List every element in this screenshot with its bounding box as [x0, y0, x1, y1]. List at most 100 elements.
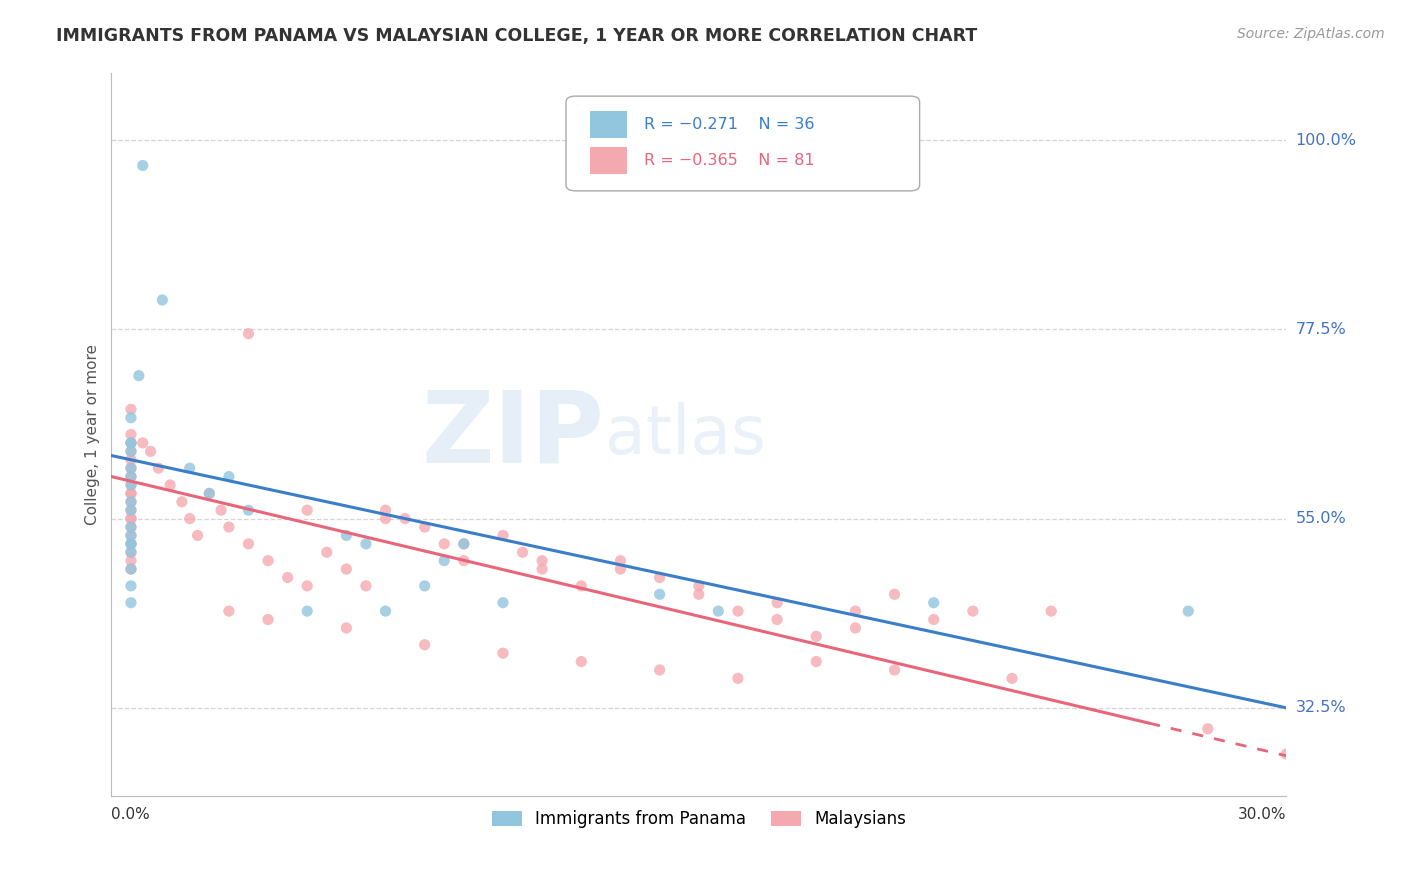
- Point: [374, 604, 396, 618]
- Text: 55.0%: 55.0%: [1295, 511, 1347, 526]
- Point: [883, 663, 905, 677]
- Point: [120, 444, 142, 458]
- Point: [120, 528, 142, 542]
- Point: [120, 436, 142, 450]
- Point: [1177, 604, 1199, 618]
- Point: [120, 503, 142, 517]
- Point: [492, 646, 515, 660]
- Point: [128, 368, 150, 383]
- Point: [120, 486, 142, 500]
- Point: [569, 655, 592, 669]
- Point: [120, 486, 142, 500]
- Point: [648, 570, 671, 584]
- Point: [120, 545, 142, 559]
- Point: [413, 638, 436, 652]
- Point: [209, 503, 232, 517]
- Point: [922, 613, 945, 627]
- Point: [433, 554, 456, 568]
- Point: [179, 511, 201, 525]
- Point: [453, 537, 475, 551]
- Point: [238, 326, 260, 341]
- Point: [295, 604, 318, 618]
- Point: [335, 528, 357, 542]
- Point: [120, 469, 142, 483]
- Point: [198, 486, 221, 500]
- Point: [132, 159, 155, 173]
- Point: [120, 511, 142, 525]
- Point: [150, 293, 173, 307]
- Point: [120, 495, 142, 509]
- Point: [883, 587, 905, 601]
- Point: [120, 562, 142, 576]
- Point: [120, 537, 142, 551]
- Point: [531, 554, 554, 568]
- Point: [120, 469, 142, 483]
- Point: [120, 410, 142, 425]
- Text: 0.0%: 0.0%: [111, 807, 150, 822]
- Point: [569, 579, 592, 593]
- Point: [374, 511, 396, 525]
- Point: [120, 537, 142, 551]
- Point: [648, 587, 671, 601]
- Point: [120, 579, 142, 593]
- Point: [198, 486, 221, 500]
- Point: [170, 495, 193, 509]
- Point: [707, 604, 730, 618]
- Text: R = −0.271    N = 36: R = −0.271 N = 36: [644, 117, 814, 132]
- Point: [806, 655, 828, 669]
- Text: ZIP: ZIP: [422, 386, 605, 483]
- Point: [374, 503, 396, 517]
- Point: [394, 511, 416, 525]
- Point: [922, 596, 945, 610]
- Point: [453, 554, 475, 568]
- Point: [257, 554, 280, 568]
- Text: 30.0%: 30.0%: [1237, 807, 1286, 822]
- Point: [295, 503, 318, 517]
- Point: [335, 621, 357, 635]
- Point: [354, 537, 377, 551]
- Point: [1275, 747, 1298, 761]
- Point: [120, 503, 142, 517]
- Point: [844, 604, 866, 618]
- Point: [120, 520, 142, 534]
- Point: [120, 554, 142, 568]
- Point: [120, 402, 142, 417]
- Point: [218, 520, 240, 534]
- Text: 77.5%: 77.5%: [1295, 322, 1347, 337]
- Point: [120, 596, 142, 610]
- Point: [531, 562, 554, 576]
- Point: [766, 596, 789, 610]
- Point: [609, 562, 631, 576]
- Point: [120, 436, 142, 450]
- Point: [844, 621, 866, 635]
- Point: [238, 503, 260, 517]
- Point: [453, 537, 475, 551]
- Point: [120, 528, 142, 542]
- Point: [238, 537, 260, 551]
- Point: [962, 604, 984, 618]
- Point: [120, 461, 142, 475]
- Point: [132, 436, 155, 450]
- Text: 100.0%: 100.0%: [1295, 133, 1357, 148]
- Point: [218, 604, 240, 618]
- Point: [187, 528, 209, 542]
- Point: [335, 562, 357, 576]
- FancyBboxPatch shape: [589, 147, 627, 174]
- Point: [413, 579, 436, 593]
- Point: [1040, 604, 1063, 618]
- Point: [120, 495, 142, 509]
- Text: IMMIGRANTS FROM PANAMA VS MALAYSIAN COLLEGE, 1 YEAR OR MORE CORRELATION CHART: IMMIGRANTS FROM PANAMA VS MALAYSIAN COLL…: [56, 27, 977, 45]
- Point: [609, 554, 631, 568]
- Point: [766, 613, 789, 627]
- Text: R = −0.365    N = 81: R = −0.365 N = 81: [644, 153, 814, 168]
- Point: [120, 537, 142, 551]
- Point: [120, 444, 142, 458]
- Point: [688, 587, 710, 601]
- Point: [148, 461, 170, 475]
- Point: [139, 444, 162, 458]
- Point: [120, 461, 142, 475]
- Point: [179, 461, 201, 475]
- Point: [257, 613, 280, 627]
- Point: [120, 545, 142, 559]
- Point: [120, 520, 142, 534]
